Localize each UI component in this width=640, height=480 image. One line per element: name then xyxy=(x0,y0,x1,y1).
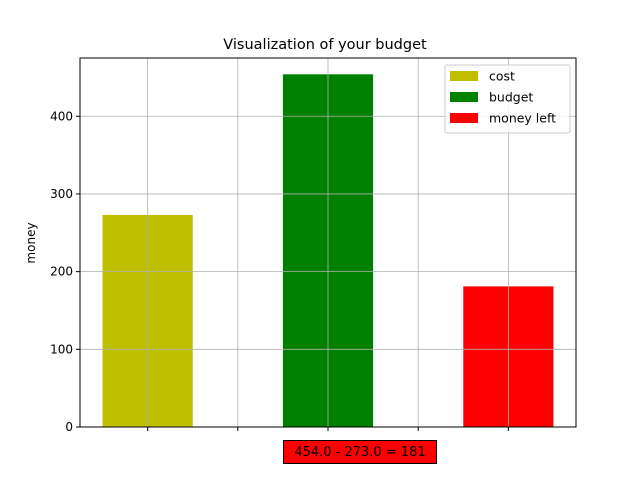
chart-title: Visualization of your budget xyxy=(223,37,427,53)
y-axis-label: money xyxy=(24,222,38,263)
legend: cost budget money left xyxy=(444,64,571,134)
y-tick-label: 200 xyxy=(50,265,73,279)
legend-label: budget xyxy=(489,90,533,105)
y-tick-label: 400 xyxy=(50,109,73,123)
y-tick-label: 300 xyxy=(50,187,73,201)
y-tick-label: 0 xyxy=(65,420,73,434)
legend-swatch xyxy=(450,113,478,123)
axes: 0 100 200 300 400 xyxy=(50,57,577,434)
legend-swatch xyxy=(450,71,478,81)
legend-label: cost xyxy=(489,69,515,84)
y-tick-label: 100 xyxy=(50,342,73,356)
calculation-annotation: 454.0 - 273.0 = 181 xyxy=(283,440,437,464)
legend-label: money left xyxy=(489,111,556,126)
legend-swatch xyxy=(450,92,478,102)
